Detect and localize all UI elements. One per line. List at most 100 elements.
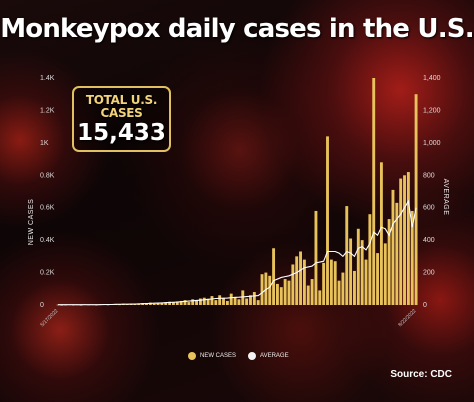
legend-label-average: AVERAGE <box>260 353 289 359</box>
bar-new-cases <box>206 298 210 305</box>
y-tick-label-left: 1K <box>40 140 49 147</box>
bar-new-cases <box>295 256 299 305</box>
y-tick-label-right: 200 <box>423 270 435 277</box>
x-axis-dates: 5/17/2022 8/22/2022 <box>39 308 417 328</box>
y-tick-label-right: 1,400 <box>423 75 441 82</box>
x-tick-label-last: 8/22/2022 <box>397 308 417 328</box>
bar-new-cases <box>214 300 218 305</box>
bar-new-cases <box>379 162 383 305</box>
y-axis-left-label: NEW CASES <box>28 199 35 246</box>
bar-new-cases <box>172 302 175 305</box>
bar-new-cases <box>225 300 229 305</box>
bar-new-cases <box>268 275 272 305</box>
y-tick-label-right: 1,200 <box>423 107 441 114</box>
bar-new-cases <box>322 262 326 305</box>
bar-new-cases <box>391 189 395 305</box>
total-cases-value: 15,433 <box>77 120 166 146</box>
average-series <box>57 199 417 306</box>
y-tick-label-right: 800 <box>423 172 435 179</box>
bar-new-cases <box>183 300 187 305</box>
legend-swatch-new-cases <box>188 352 196 360</box>
bar-new-cases <box>368 214 372 305</box>
bar-new-cases <box>356 228 360 305</box>
line-average <box>57 199 417 306</box>
bar-new-cases <box>318 290 322 305</box>
y-tick-label-left: 0.4K <box>40 237 55 244</box>
y-tick-label-right: 0 <box>423 302 427 309</box>
bar-new-cases <box>403 175 406 305</box>
y-axis-left: 0 0.2K 0.4K 0.6K 0.8K 1K 1.2K 1.4K <box>40 75 55 309</box>
y-tick-label-left: 0.6K <box>40 205 55 212</box>
y-tick-label-right: 1,000 <box>423 140 441 147</box>
y-tick-label-left: 0.2K <box>40 270 55 277</box>
bar-new-cases <box>152 303 156 305</box>
y-tick-label-left: 0.8K <box>40 172 55 179</box>
bar-new-cases <box>337 280 341 305</box>
legend-swatch-average <box>248 352 257 360</box>
bar-new-cases <box>287 280 291 305</box>
bar-new-cases <box>56 304 60 306</box>
bar-new-cases <box>198 298 202 305</box>
bar-new-cases <box>168 301 172 305</box>
y-tick-label-left: 1.2K <box>40 107 55 114</box>
bar-new-cases <box>252 292 256 305</box>
bar-new-cases <box>133 304 137 305</box>
bar-new-cases <box>233 296 237 305</box>
x-tick-label-first: 5/17/2022 <box>39 308 59 328</box>
y-tick-label-left: 1.4K <box>40 75 55 82</box>
bar-new-cases <box>345 206 349 305</box>
bar-new-cases <box>299 251 302 305</box>
bar-new-cases <box>210 296 214 305</box>
bar-new-cases <box>218 295 222 305</box>
bar-new-cases <box>160 303 164 305</box>
bar-new-cases <box>291 264 295 305</box>
bar-new-cases <box>195 300 199 305</box>
bar-new-cases <box>349 238 353 305</box>
chart-legend: NEW CASES AVERAGE <box>188 352 301 360</box>
bar-new-cases <box>245 298 249 305</box>
bar-new-cases <box>383 243 387 305</box>
bar-new-cases <box>387 219 391 305</box>
bar-new-cases <box>264 272 268 305</box>
bar-new-cases <box>399 178 403 305</box>
bar-new-cases <box>314 210 318 305</box>
bar-new-cases <box>329 259 333 305</box>
total-cases-label: TOTAL U.S. CASES <box>85 93 158 120</box>
bar-new-cases <box>156 302 160 305</box>
bar-new-cases <box>175 301 179 305</box>
bar-new-cases <box>237 299 241 305</box>
legend-label-new-cases: NEW CASES <box>200 353 237 359</box>
bar-new-cases <box>302 259 306 305</box>
bar-new-cases <box>360 240 364 305</box>
bar-new-cases <box>272 248 276 305</box>
bar-new-cases <box>364 259 368 305</box>
bar-new-cases <box>306 285 310 305</box>
bar-new-cases <box>202 297 206 305</box>
bar-new-cases <box>260 274 264 305</box>
total-cases-box: TOTAL U.S. CASES 15,433 <box>72 86 171 152</box>
bar-new-cases <box>333 261 337 305</box>
page-title: Monkeypox daily cases in the U.S. <box>0 14 474 44</box>
bar-new-cases <box>145 303 148 305</box>
bar-series <box>56 78 418 306</box>
bar-new-cases <box>164 302 168 305</box>
y-tick-label-left: 0 <box>40 302 44 309</box>
bar-new-cases <box>179 300 183 305</box>
bar-new-cases <box>410 210 414 305</box>
legend-item-new-cases: NEW CASES <box>188 352 236 360</box>
bar-new-cases <box>395 202 399 305</box>
bar-new-cases <box>187 302 191 305</box>
bar-new-cases <box>256 300 260 305</box>
y-axis-right: 0 200 400 600 800 1,000 1,200 1,400 <box>423 75 441 309</box>
bar-new-cases <box>60 305 64 306</box>
bar-new-cases <box>249 295 252 305</box>
y-tick-label-right: 400 <box>423 237 435 244</box>
bar-new-cases <box>275 283 279 305</box>
source-note: Source: CDC <box>390 369 452 380</box>
bar-new-cases <box>279 287 283 305</box>
bar-new-cases <box>191 299 195 305</box>
bar-new-cases <box>283 279 287 305</box>
bar-new-cases <box>326 136 329 305</box>
